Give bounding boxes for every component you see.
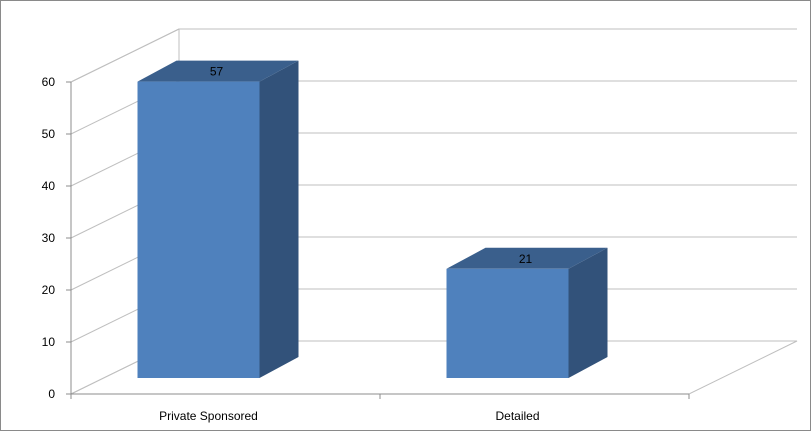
gridline-side-60 [70, 28, 180, 83]
y-axis-ticks: 0 10 20 30 40 50 60 [42, 75, 71, 401]
bar-data-label: 21 [519, 252, 533, 266]
bar-top-face [137, 60, 299, 82]
y-tick-label: 40 [42, 179, 56, 193]
bar-top-face [446, 247, 608, 269]
x-tick-label: Detailed [495, 409, 539, 423]
bar-private-sponsored: 57 [137, 60, 299, 378]
y-tick-label: 60 [42, 75, 56, 89]
bar-data-label: 57 [210, 65, 224, 79]
y-tick-label: 30 [42, 231, 56, 245]
y-tick-label: 10 [42, 335, 56, 349]
bar-detailed: 21 [446, 247, 608, 378]
bar-front-face [137, 81, 260, 378]
y-tick-label: 20 [42, 283, 56, 297]
bar-front-face [446, 268, 569, 378]
y-tick-label: 50 [42, 127, 56, 141]
bar-side-face [568, 247, 608, 378]
x-axis-ticks: Private Sponsored Detailed [70, 394, 690, 423]
bar-side-face [259, 60, 299, 378]
bars: 57 21 [137, 60, 608, 378]
x-tick-label: Private Sponsored [159, 409, 258, 423]
y-tick-label: 0 [48, 387, 55, 401]
